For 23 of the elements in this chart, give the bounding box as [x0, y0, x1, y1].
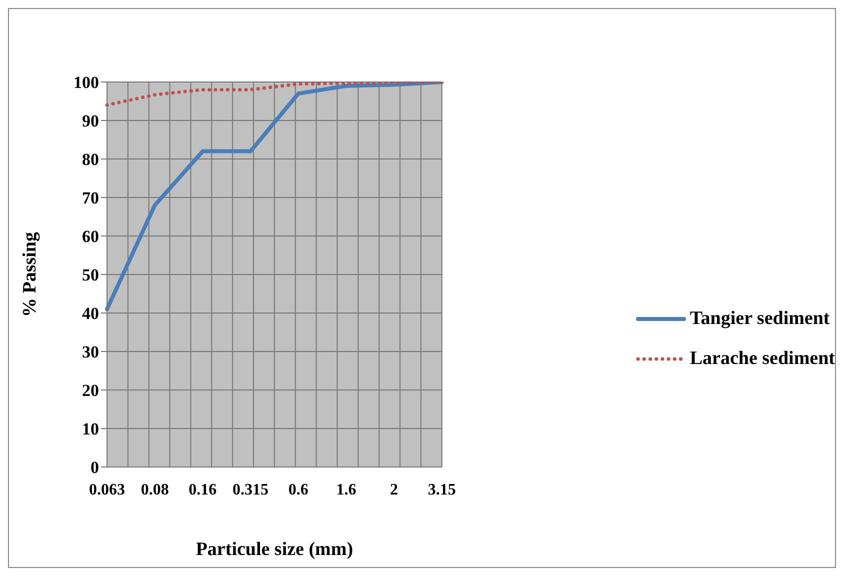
- y-tick-label: 20: [82, 381, 99, 400]
- y-tick-label: 80: [82, 150, 99, 170]
- x-tick-label: 0.16: [188, 481, 217, 498]
- x-tick-label: 2: [390, 481, 398, 498]
- y-tick-label: 100: [74, 73, 99, 92]
- y-tick-label: 0: [90, 458, 99, 478]
- y-tick-label: 90: [82, 112, 99, 131]
- y-tick-label: 70: [82, 188, 99, 208]
- y-tick-label: 50: [82, 266, 99, 285]
- y-tick-label: 40: [82, 304, 99, 324]
- y-axis-title: % Passing: [20, 232, 41, 317]
- x-axis-title: Particule size (mm): [196, 539, 354, 560]
- y-tick-label: 30: [82, 342, 99, 362]
- x-tick-label: 1.6: [336, 481, 356, 498]
- x-tick-label: 0.6: [288, 481, 308, 498]
- legend-label: Tangier sediment: [690, 308, 830, 330]
- y-tick-label: 60: [82, 227, 99, 246]
- x-tick-label: 0.08: [140, 481, 169, 498]
- x-tick-label: 0.315: [232, 481, 269, 498]
- legend-label: Larache sediment: [690, 348, 835, 370]
- x-tick-label: 3.15: [428, 481, 456, 498]
- y-tick-label: 10: [82, 420, 99, 439]
- x-tick-label: 0.063: [89, 481, 125, 498]
